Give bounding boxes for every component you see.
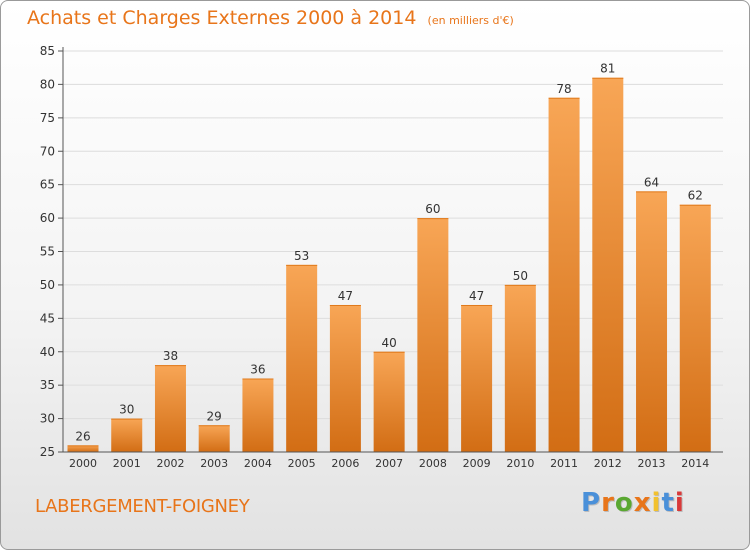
value-label: 38	[163, 349, 178, 363]
x-tick-label: 2006	[331, 457, 359, 470]
y-tick-label: 75	[40, 111, 55, 125]
x-tick-label: 2008	[419, 457, 447, 470]
x-tick-label: 2012	[594, 457, 622, 470]
bar-2000	[67, 445, 99, 452]
x-tick-label: 2011	[550, 457, 578, 470]
axes	[58, 47, 723, 453]
value-label: 78	[556, 82, 571, 96]
value-label: 36	[250, 362, 265, 376]
y-tick-label: 60	[40, 211, 55, 225]
logo-letter: r	[601, 488, 615, 518]
bar-2005	[286, 264, 318, 452]
y-tick-label: 70	[40, 144, 55, 158]
x-tick-label: 2014	[681, 457, 709, 470]
bar-2013	[636, 191, 668, 452]
y-tick-label: 25	[40, 445, 55, 459]
y-tick-label: 65	[40, 178, 55, 192]
value-label: 60	[425, 202, 440, 216]
bar-2006	[329, 304, 361, 452]
value-label: 26	[75, 429, 90, 443]
bar-2014	[679, 204, 711, 452]
x-tick-label: 2003	[200, 457, 228, 470]
y-tick-label: 40	[40, 345, 55, 359]
value-label: 30	[119, 403, 134, 417]
logo-letter: i	[651, 488, 662, 518]
bar-2001	[111, 418, 143, 452]
x-tick-label: 2007	[375, 457, 403, 470]
proxiti-logo: Proxiti	[581, 488, 685, 518]
value-label: 40	[381, 336, 396, 350]
value-label: 64	[644, 175, 659, 189]
logo-letter: t	[661, 488, 675, 518]
logo-letter: x	[633, 488, 652, 518]
labels: 25 30 35 40 45 50 55 60 65 70 75 80 85 26 2000 30 2001 38…	[40, 44, 710, 470]
y-tick-label: 55	[40, 245, 55, 259]
bar-series	[67, 77, 711, 453]
bar-2008	[417, 218, 449, 452]
title-row: Achats et Charges Externes 2000 à 2014 (…	[27, 7, 514, 29]
x-tick-label: 2010	[506, 457, 534, 470]
value-label: 81	[600, 62, 615, 76]
bar-2002	[154, 365, 186, 452]
chart-title: Achats et Charges Externes 2000 à 2014	[27, 7, 417, 29]
bar-2007	[373, 351, 405, 452]
logo-letter: o	[614, 488, 634, 518]
y-tick-label: 50	[40, 278, 55, 292]
bar-2010	[504, 284, 536, 452]
bar-2004	[242, 378, 274, 452]
bar-2012	[592, 77, 624, 452]
value-label: 47	[338, 289, 353, 303]
x-tick-label: 2005	[288, 457, 316, 470]
value-label: 50	[513, 269, 528, 283]
x-tick-label: 2009	[463, 457, 491, 470]
y-tick-label: 35	[40, 378, 55, 392]
x-tick-label: 2000	[69, 457, 97, 470]
logo-letter: P	[581, 488, 602, 518]
x-tick-label: 2001	[113, 457, 141, 470]
x-tick-label: 2002	[156, 457, 184, 470]
bar-2009	[461, 304, 493, 452]
value-label: 29	[207, 409, 222, 423]
commune-name: LABERGEMENT-FOIGNEY	[35, 496, 250, 517]
value-label: 62	[688, 189, 703, 203]
y-tick-label: 30	[40, 412, 55, 426]
y-tick-label: 80	[40, 77, 55, 91]
chart-unit-label: (en milliers d'€)	[427, 14, 514, 27]
logo-letter: i	[674, 488, 685, 518]
bar-2003	[198, 425, 230, 452]
y-tick-label: 85	[40, 44, 55, 58]
bar-2011	[548, 97, 580, 453]
value-label: 47	[469, 289, 484, 303]
x-tick-label: 2004	[244, 457, 272, 470]
x-tick-label: 2013	[638, 457, 666, 470]
value-label: 53	[294, 249, 309, 263]
y-tick-label: 45	[40, 311, 55, 325]
